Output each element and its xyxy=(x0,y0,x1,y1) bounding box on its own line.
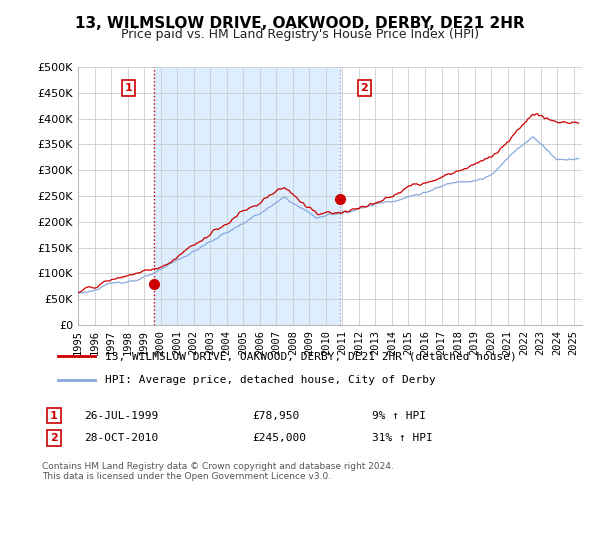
Text: 1: 1 xyxy=(50,410,58,421)
Bar xyxy=(154,67,340,325)
Text: 13, WILMSLOW DRIVE, OAKWOOD, DERBY, DE21 2HR (detached house): 13, WILMSLOW DRIVE, OAKWOOD, DERBY, DE21… xyxy=(106,352,517,362)
Text: £245,000: £245,000 xyxy=(252,433,306,443)
Text: £78,950: £78,950 xyxy=(252,410,299,421)
Text: 28-OCT-2010: 28-OCT-2010 xyxy=(84,433,158,443)
Text: 2: 2 xyxy=(50,433,58,443)
Text: Contains HM Land Registry data © Crown copyright and database right 2024.
This d: Contains HM Land Registry data © Crown c… xyxy=(42,462,394,482)
Text: 9% ↑ HPI: 9% ↑ HPI xyxy=(372,410,426,421)
Text: HPI: Average price, detached house, City of Derby: HPI: Average price, detached house, City… xyxy=(106,375,436,385)
Text: 2: 2 xyxy=(361,83,368,93)
Text: 26-JUL-1999: 26-JUL-1999 xyxy=(84,410,158,421)
Text: 13, WILMSLOW DRIVE, OAKWOOD, DERBY, DE21 2HR: 13, WILMSLOW DRIVE, OAKWOOD, DERBY, DE21… xyxy=(75,16,525,31)
Text: 31% ↑ HPI: 31% ↑ HPI xyxy=(372,433,433,443)
Text: 1: 1 xyxy=(125,83,133,93)
Text: Price paid vs. HM Land Registry's House Price Index (HPI): Price paid vs. HM Land Registry's House … xyxy=(121,28,479,41)
